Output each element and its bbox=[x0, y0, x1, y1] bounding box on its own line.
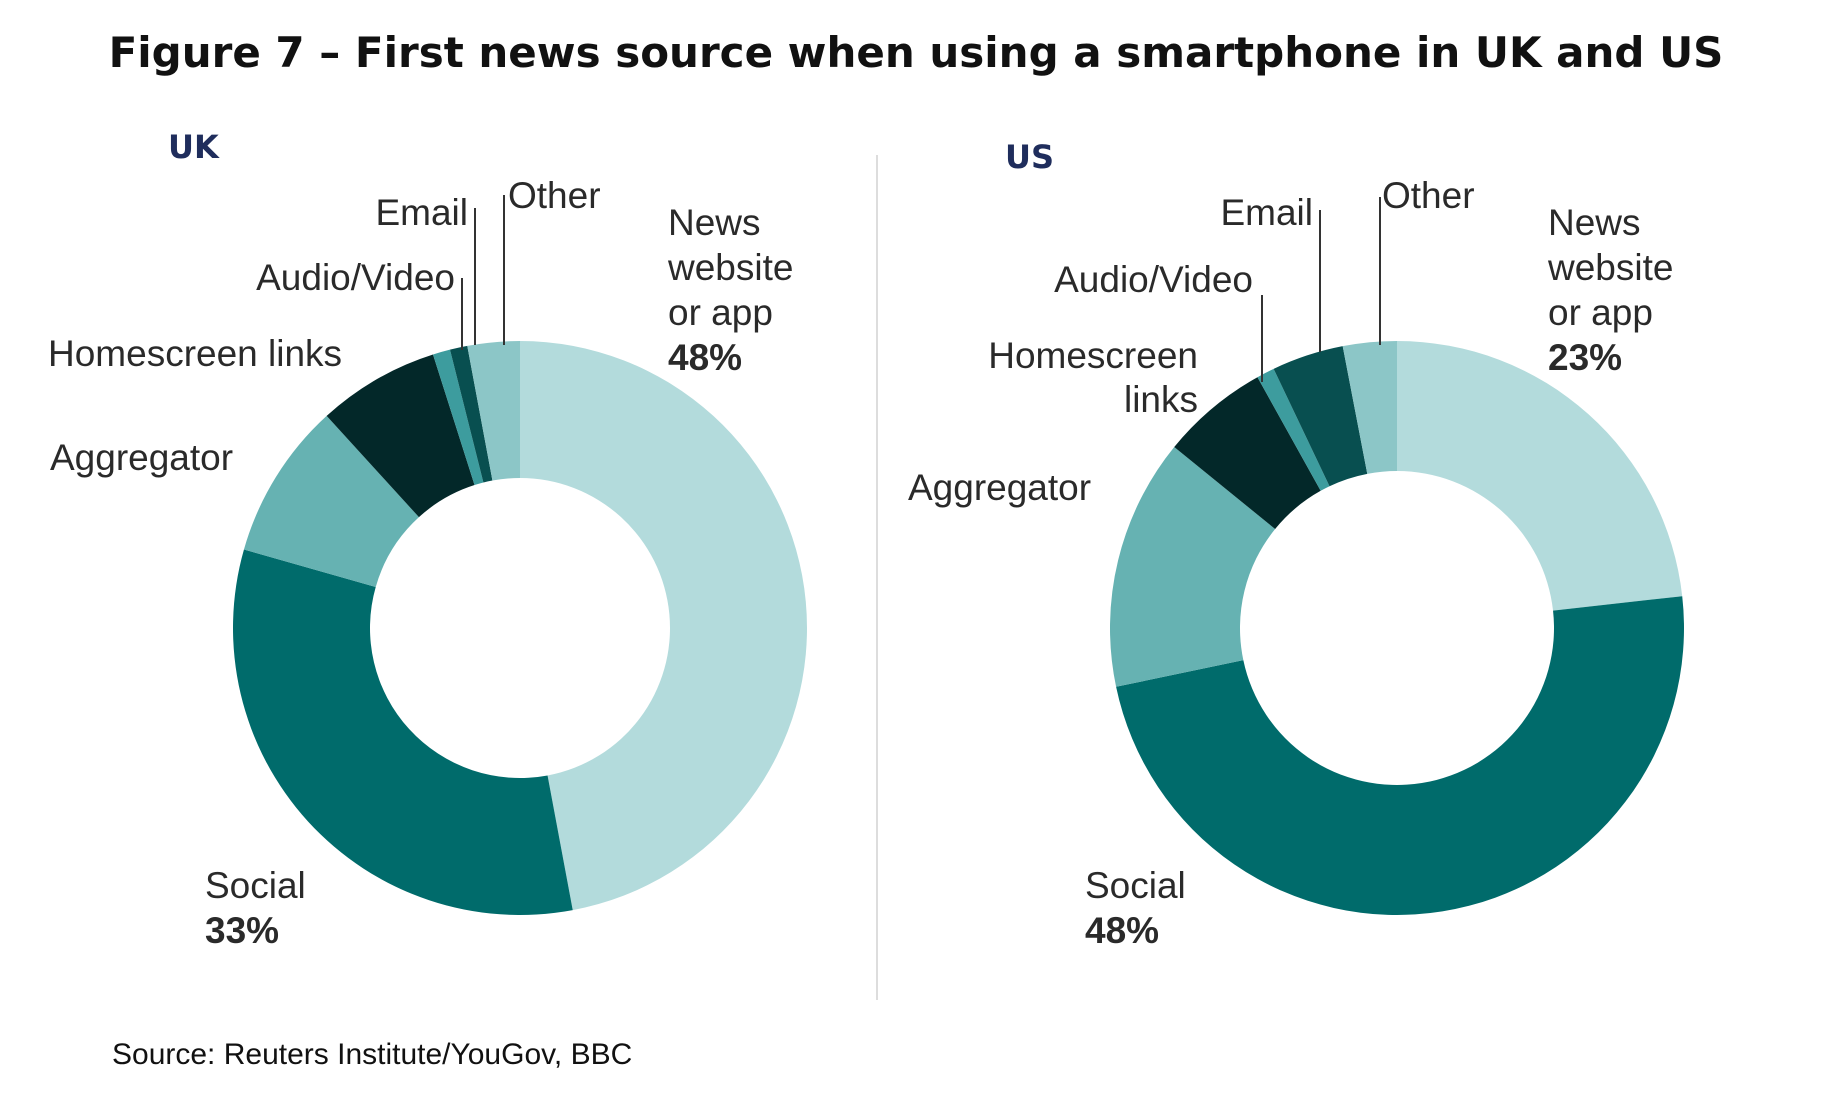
uk-label-aggregator: Aggregator bbox=[50, 437, 233, 478]
us-slice-social bbox=[1116, 596, 1685, 916]
us-slice-homescreen-links bbox=[1174, 377, 1321, 530]
us-label-social: Social bbox=[1085, 865, 1186, 906]
uk-label-social-pct: 33% bbox=[205, 910, 279, 951]
uk-label-news-pct: 48% bbox=[668, 337, 742, 378]
uk-label-email: Email bbox=[375, 192, 468, 233]
uk-slice-aggregator bbox=[243, 415, 419, 587]
uk-label-homescreen: Homescreen links bbox=[48, 333, 342, 374]
us-slice-email bbox=[1273, 346, 1368, 487]
source-note: Source: Reuters Institute/YouGov, BBC bbox=[112, 1038, 633, 1071]
uk-slice-other bbox=[467, 341, 520, 481]
us-slice-other bbox=[1342, 341, 1397, 474]
us-label-aggregator: Aggregator bbox=[908, 467, 1091, 508]
uk-label-audio-video: Audio/Video bbox=[256, 257, 455, 298]
us-label-news-line3: or app bbox=[1548, 292, 1653, 333]
us-label-homescreen-line1: Homescreen bbox=[988, 335, 1198, 376]
us-slice-audio-video bbox=[1257, 368, 1330, 491]
uk-slice-social bbox=[233, 549, 573, 915]
uk-label-other: Other bbox=[508, 175, 601, 216]
uk-label-news-line2: website bbox=[667, 247, 793, 288]
us-slice-news-website bbox=[1397, 341, 1683, 611]
us-label-other: Other bbox=[1382, 175, 1475, 216]
uk-slice-email bbox=[449, 345, 493, 483]
us-label-audio-video: Audio/Video bbox=[1054, 259, 1253, 300]
us-label-email: Email bbox=[1220, 192, 1313, 233]
uk-panel-label: UK bbox=[168, 128, 219, 166]
figure-title: Figure 7 – First news source when using … bbox=[108, 28, 1724, 77]
us-label-homescreen-line2: links bbox=[1124, 379, 1198, 420]
us-slice-aggregator bbox=[1110, 447, 1276, 687]
uk-label-news-line1: News bbox=[668, 202, 761, 243]
uk-label-news-line3: or app bbox=[668, 292, 773, 333]
uk-label-social: Social bbox=[205, 865, 306, 906]
us-panel-label: US bbox=[1005, 138, 1055, 176]
panel-divider bbox=[876, 155, 878, 1000]
us-label-news-line2: website bbox=[1547, 247, 1673, 288]
uk-slice-audio-video bbox=[432, 349, 484, 486]
us-label-news-line1: News bbox=[1548, 202, 1641, 243]
uk-slice-homescreen-links bbox=[326, 354, 475, 518]
us-label-news-pct: 23% bbox=[1548, 337, 1622, 378]
uk-slice-news-website bbox=[520, 341, 808, 911]
us-label-social-pct: 48% bbox=[1085, 910, 1159, 951]
